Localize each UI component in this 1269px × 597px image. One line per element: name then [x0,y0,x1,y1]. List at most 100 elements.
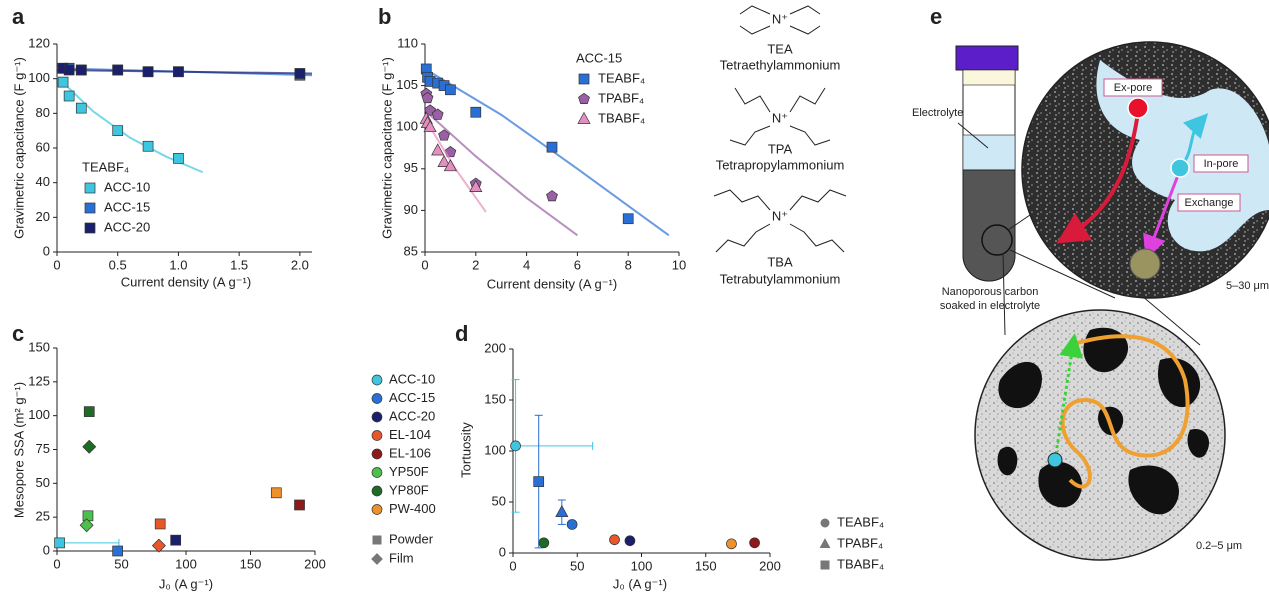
legend-label: TBABF₄ [837,556,884,571]
point [82,510,94,522]
legend-label: TPABF₄ [837,535,883,550]
legend-marker [84,182,96,194]
structure-abbr: TEA [767,41,793,56]
legend-marker [84,222,96,234]
y-tick-label: 40 [36,174,50,189]
point [82,439,97,454]
panel-letter: b [378,4,391,29]
point [75,64,87,76]
y-tick-label: 50 [492,493,506,508]
structure-abbr: TBA [767,254,793,269]
legend-label: EL-106 [389,445,431,460]
point [438,129,450,141]
x-tick-label: 10 [672,257,686,272]
atom-label: N⁺ [772,11,788,26]
point [749,537,760,549]
y-axis-label: Gravimetric capacitance (F g⁻¹) [11,57,26,239]
particle [1129,248,1161,280]
point [151,538,166,553]
point [546,141,558,153]
panel-letter: a [12,4,25,29]
legend-marker [371,411,383,423]
point [431,108,444,120]
y-tick-label: 0 [43,243,50,258]
y-tick-label: 150 [28,339,50,354]
y-axis-label: Mesopore SSA (m² g⁻¹) [11,382,26,518]
x-tick-label: 100 [175,556,197,571]
tube-layer [962,69,1016,86]
ex-pore-ion [1127,97,1149,119]
legend-marker [371,553,383,565]
caption-line: soaked in electrolyte [940,300,1040,312]
structure-name: Tetrapropylammonium [716,157,845,172]
legend-marker [371,467,383,478]
y-tick-label: 0 [43,542,50,557]
x-axis-label: Current density (A g⁻¹) [121,274,251,289]
point [421,91,434,104]
point [142,66,154,78]
in-pore-ion [1170,158,1190,178]
panel-letter: d [455,321,468,346]
point [566,519,578,530]
y-tick-label: 50 [36,475,50,490]
point [624,535,636,547]
panel-letter: c [12,321,24,346]
y-tick-label: 90 [404,202,418,217]
y-axis-label: Tortuosity [458,422,473,478]
structure-name: Tetraethylammonium [720,57,841,72]
fit-line [56,69,313,75]
ion-path [1060,334,1190,489]
legend-marker [372,535,382,545]
tube-cap [955,45,1019,71]
point [470,106,482,118]
scale-label: 5–30 μm [1226,280,1269,292]
legend-label: PW-400 [389,501,436,516]
point [294,68,306,79]
x-tick-label: 150 [240,556,262,571]
y-tick-label: 125 [28,373,50,388]
panel-letter: e [930,4,942,29]
direct-path [1053,333,1083,461]
y-tick-label: 75 [36,441,50,456]
legend-label: TPABF₄ [598,90,644,105]
x-tick-label: 8 [625,257,632,272]
fit-line [424,68,670,237]
y-tick-label: 60 [36,139,50,154]
point [112,545,123,557]
point [423,119,437,133]
ex-pore-arrow [1056,111,1140,244]
y-tick-label: 100 [28,70,50,85]
legend-marker [577,111,591,124]
legend-marker [819,538,831,549]
point [538,537,550,549]
legend-title: ACC-15 [576,50,622,65]
zoom-line [1007,214,1031,231]
x-tick-label: 6 [574,257,581,272]
point [57,76,69,88]
point [622,213,634,225]
x-tick-label: 1.0 [169,257,187,272]
x-axis-label: Current density (A g⁻¹) [487,276,617,291]
x-tick-label: 50 [570,558,584,573]
legend-marker [371,374,383,386]
label-box [1103,78,1163,97]
point [533,476,545,487]
legend-marker [820,560,830,570]
x-tick-label: 0 [53,257,60,272]
legend-marker [371,430,383,441]
point [63,90,75,102]
tpa-structure: N⁺ TPA Tetrapropylammonium [716,87,845,172]
structure-name: Tetrabutylammonium [720,271,841,286]
structures: N⁺ TEA Tetraethylammonium N⁺ TPA Tetrapr… [713,5,847,286]
x-tick-label: 2.0 [291,257,309,272]
x-tick-label: 50 [114,556,128,571]
label-box [1193,154,1249,173]
legend-label: TEABF₄ [598,70,645,85]
x-tick-label: 1.5 [230,257,248,272]
legend-label: Powder [389,531,434,546]
legend-label: ACC-15 [389,390,435,405]
point [173,66,184,78]
x-axis-label: J₀ (A g⁻¹) [159,576,213,591]
y-tick-label: 110 [397,35,418,50]
